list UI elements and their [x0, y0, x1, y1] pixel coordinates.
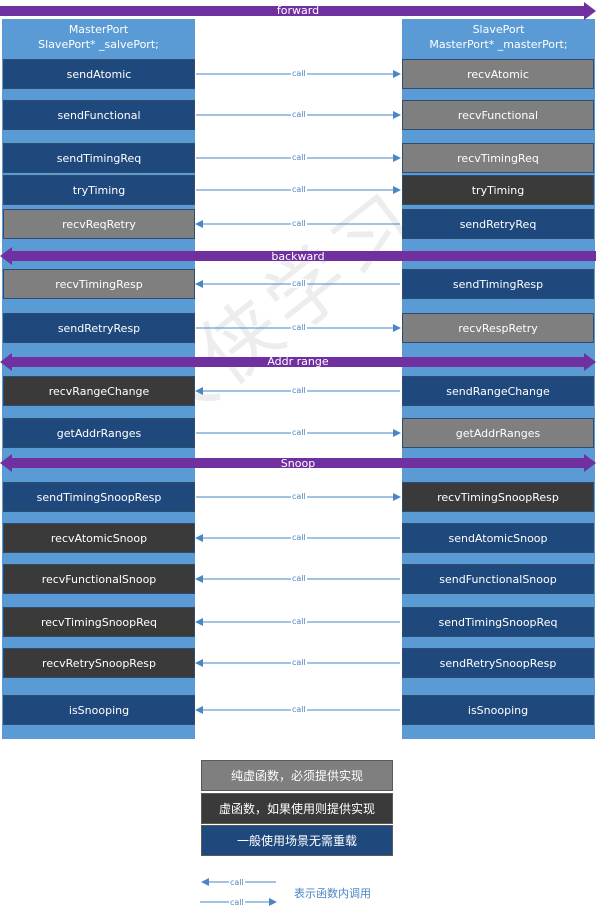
master-method-8: getAddrRanges	[3, 418, 195, 448]
band-label-forward: forward	[276, 4, 320, 17]
backward-band	[0, 247, 596, 265]
call-label-14: call	[291, 705, 307, 714]
call-label-13: call	[291, 658, 307, 667]
legend-call-label-right: call	[229, 898, 245, 907]
slave-method-0: recvAtomic	[402, 59, 594, 89]
master-method-13: recvRetrySnoopResp	[3, 648, 195, 678]
master-port-header: MasterPort SlavePort* _salvePort;	[2, 22, 195, 52]
master-method-1: sendFunctional	[3, 100, 195, 130]
master-method-10: recvAtomicSnoop	[3, 523, 195, 553]
slave-method-7: sendRangeChange	[402, 376, 594, 406]
call-label-3: call	[291, 185, 307, 194]
master-method-7: recvRangeChange	[3, 376, 195, 406]
snoop-band	[0, 454, 596, 472]
slave-method-2: recvTimingReq	[402, 143, 594, 173]
master-method-5: recvTimingResp	[3, 269, 195, 299]
slave-method-14: isSnooping	[402, 695, 594, 725]
slave-method-8: getAddrRanges	[402, 418, 594, 448]
call-label-11: call	[291, 574, 307, 583]
legend-no-overload: 一般使用场景无需重载	[201, 825, 393, 856]
master-port-member: SlavePort* _salvePort;	[38, 38, 159, 51]
legend-pure-virtual: 纯虚函数，必须提供实现	[201, 760, 393, 791]
slave-method-13: sendRetrySnoopResp	[402, 648, 594, 678]
call-label-6: call	[291, 323, 307, 332]
master-method-3: tryTiming	[3, 175, 195, 205]
master-method-14: isSnooping	[3, 695, 195, 725]
slave-method-12: sendTimingSnoopReq	[402, 607, 594, 637]
band-label-addr-range: Addr range	[267, 355, 329, 368]
master-method-4: recvReqRetry	[3, 209, 195, 239]
master-method-0: sendAtomic	[3, 59, 195, 89]
slave-port-member: MasterPort* _masterPort;	[429, 38, 568, 51]
slave-method-11: sendFunctionalSnoop	[402, 564, 594, 594]
master-method-9: sendTimingSnoopResp	[3, 482, 195, 512]
slave-port-title: SlavePort	[472, 23, 525, 36]
call-label-12: call	[291, 617, 307, 626]
master-method-6: sendRetryResp	[3, 313, 195, 343]
call-label-2: call	[291, 153, 307, 162]
master-method-12: recvTimingSnoopReq	[3, 607, 195, 637]
call-label-4: call	[291, 219, 307, 228]
legend-call-note: 表示函数内调用	[294, 887, 371, 900]
master-method-11: recvFunctionalSnoop	[3, 564, 195, 594]
call-label-9: call	[291, 492, 307, 501]
addr-range-band	[0, 353, 596, 371]
legend-virtual: 虚函数，如果使用则提供实现	[201, 793, 393, 824]
call-label-8: call	[291, 428, 307, 437]
call-label-10: call	[291, 533, 307, 542]
call-label-0: call	[291, 69, 307, 78]
slave-method-6: recvRespRetry	[402, 313, 594, 343]
slave-method-10: sendAtomicSnoop	[402, 523, 594, 553]
master-method-2: sendTimingReq	[3, 143, 195, 173]
call-label-5: call	[291, 279, 307, 288]
legend-call-arrows	[200, 878, 277, 906]
call-label-7: call	[291, 386, 307, 395]
slave-method-4: sendRetryReq	[402, 209, 594, 239]
legend-call-label-left: call	[229, 878, 245, 887]
band-label-backward: backward	[271, 250, 325, 263]
slave-method-5: sendTimingResp	[402, 269, 594, 299]
forward-band	[0, 2, 596, 20]
slave-port-header: SlavePort MasterPort* _masterPort;	[402, 22, 595, 52]
slave-method-9: recvTimingSnoopResp	[402, 482, 594, 512]
call-label-1: call	[291, 110, 307, 119]
master-port-title: MasterPort	[68, 23, 129, 36]
slave-method-3: tryTiming	[402, 175, 594, 205]
slave-method-1: recvFunctional	[402, 100, 594, 130]
band-label-snoop: Snoop	[280, 457, 316, 470]
